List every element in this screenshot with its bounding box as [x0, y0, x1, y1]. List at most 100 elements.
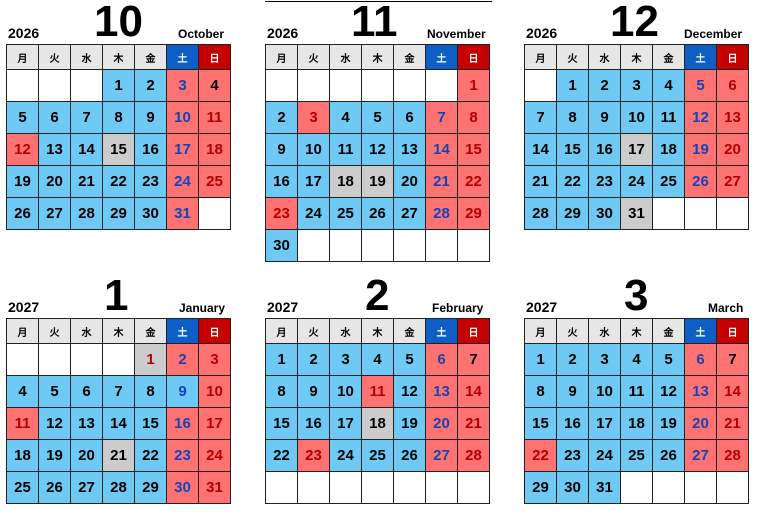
day-cell: 15: [556, 133, 589, 166]
empty-day-cell: [70, 343, 103, 376]
week-row: 22 23 24 25 26 27 28: [524, 439, 749, 472]
calendar-month-nov-2026: 2026 11 November 月火水木金土日 1 2 3 4 5 6 7 8 9 10 11 12 1…: [265, 0, 492, 262]
day-cell: 17: [297, 165, 330, 198]
empty-day-cell: [620, 471, 653, 504]
day-cell: 20: [684, 407, 717, 440]
day-cell: 12: [652, 375, 685, 408]
day-cell: 14: [70, 133, 103, 166]
empty-day-cell: [716, 471, 749, 504]
day-cell: 25: [361, 439, 394, 472]
day-cell: 8: [457, 101, 490, 134]
day-cell: 23: [588, 165, 621, 198]
day-cell: 24: [297, 197, 330, 230]
week-row: 19 20 21 22 23 24 25: [6, 165, 231, 198]
day-cell: 14: [425, 133, 458, 166]
day-cell: 4: [620, 343, 653, 376]
day-cell: 21: [425, 165, 458, 198]
weekday-header-row: 月火水木金土日: [524, 318, 749, 344]
empty-day-cell: [102, 343, 135, 376]
day-cell: 11: [329, 133, 362, 166]
month-number: 2: [365, 271, 390, 320]
day-cell: 17: [329, 407, 362, 440]
day-cell: 17: [198, 407, 231, 440]
weekday-header: 月: [524, 44, 557, 70]
day-cell: 7: [457, 343, 490, 376]
day-cell: 27: [684, 439, 717, 472]
day-cell: 16: [588, 133, 621, 166]
week-row: 1: [265, 69, 490, 102]
day-cell: 12: [38, 407, 71, 440]
month-name: February: [432, 301, 484, 315]
day-cell: 13: [70, 407, 103, 440]
weekday-header: 火: [297, 318, 330, 344]
day-cell: 3: [329, 343, 362, 376]
weekday-header: 日: [457, 318, 490, 344]
day-cell: 16: [297, 407, 330, 440]
day-cell: 1: [265, 343, 298, 376]
month-name: December: [684, 27, 743, 41]
empty-day-cell: [265, 471, 298, 504]
weekday-header: 月: [265, 44, 298, 70]
day-cell: 24: [166, 165, 199, 198]
day-cell: 20: [716, 133, 749, 166]
weekday-header: 火: [297, 44, 330, 70]
empty-day-cell: [329, 69, 362, 102]
day-cell: 22: [524, 439, 557, 472]
day-cell: 28: [524, 197, 557, 230]
calendar-month-oct-2026: 2026 10 October 月火水木金土日 1 2 3 4 5 6 7 8 9 10 11 12 13…: [6, 0, 231, 230]
weekday-header: 日: [198, 44, 231, 70]
empty-day-cell: [38, 343, 71, 376]
day-cell: 10: [166, 101, 199, 134]
weekday-header: 土: [684, 44, 717, 70]
day-cell: 30: [166, 471, 199, 504]
day-cell: 20: [393, 165, 426, 198]
day-cell: 11: [361, 375, 394, 408]
day-cell: 10: [620, 101, 653, 134]
weekday-header: 水: [588, 44, 621, 70]
day-cell: 5: [38, 375, 71, 408]
month-number: 3: [624, 271, 649, 320]
day-cell: 24: [588, 439, 621, 472]
week-row: 14 15 16 17 18 19 20: [524, 133, 749, 166]
week-row: 29 30 31: [524, 471, 749, 504]
month-year: 2027: [267, 299, 299, 315]
day-cell: 8: [524, 375, 557, 408]
month-number: 11: [351, 0, 398, 46]
day-cell: 12: [684, 101, 717, 134]
weekday-header: 木: [361, 318, 394, 344]
empty-day-cell: [652, 197, 685, 230]
day-cell: 14: [457, 375, 490, 408]
day-cell: 11: [620, 375, 653, 408]
day-cell: 18: [198, 133, 231, 166]
empty-day-cell: [425, 471, 458, 504]
weekday-header: 水: [329, 318, 362, 344]
day-cell: 13: [425, 375, 458, 408]
weekday-header: 日: [198, 318, 231, 344]
day-cell: 26: [361, 197, 394, 230]
weekday-header: 金: [134, 44, 167, 70]
day-cell: 7: [716, 343, 749, 376]
week-row: 26 27 28 29 30 31: [6, 197, 231, 230]
calendar-grid: 月火水木金土日 1 2 3 4 5 6 7 8 9 10 11 12 13 14 15 16 17 18 19 20 21…: [524, 318, 749, 504]
day-cell: 5: [361, 101, 394, 134]
day-cell: 25: [620, 439, 653, 472]
day-cell: 8: [134, 375, 167, 408]
empty-day-cell: [329, 229, 362, 262]
day-cell: 2: [588, 69, 621, 102]
week-row: 16 17 18 19 20 21 22: [265, 165, 490, 198]
day-cell: 29: [457, 197, 490, 230]
day-cell: 22: [265, 439, 298, 472]
day-cell: 7: [102, 375, 135, 408]
day-cell: 6: [393, 101, 426, 134]
week-row: 7 8 9 10 11 12 13: [524, 101, 749, 134]
day-cell: 15: [524, 407, 557, 440]
day-cell: 21: [70, 165, 103, 198]
day-cell: 29: [102, 197, 135, 230]
day-cell: 26: [684, 165, 717, 198]
calendar-grid: 月火水木金土日 1 2 3 4 5 6 7 8 9 10 11 12 13 14 15 16 17 18 19 20 21…: [265, 44, 490, 262]
day-cell: 6: [716, 69, 749, 102]
